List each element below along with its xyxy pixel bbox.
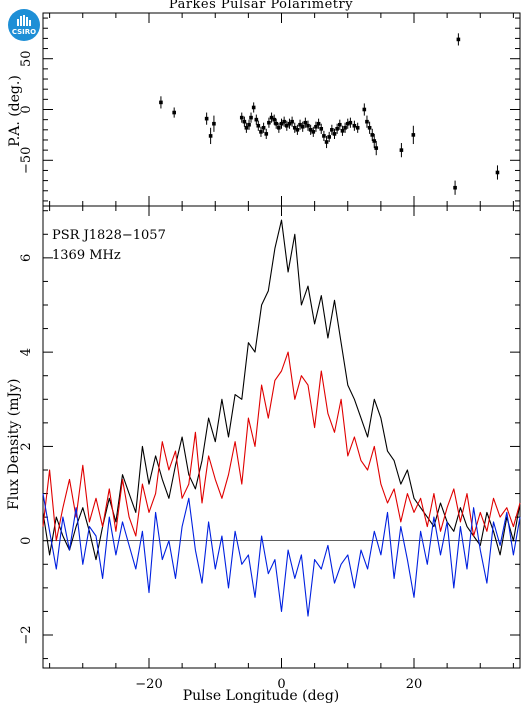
pa-point (362, 107, 367, 112)
pa-point (314, 124, 318, 129)
pa-point (370, 133, 375, 137)
x-axis-label: Pulse Longitude (deg) (182, 688, 340, 704)
pa-point (348, 120, 353, 125)
pa-point (335, 127, 339, 131)
pa-point (338, 122, 342, 127)
x-tick-label: −20 (135, 677, 162, 692)
pa-point (298, 122, 302, 127)
pa-point (254, 117, 259, 122)
flux-series-2 (42, 493, 521, 617)
pa-point (208, 134, 213, 138)
pa-point (249, 115, 253, 120)
pa-point (324, 140, 329, 144)
bottom-y-axis-label: Flux Density (mJy) (6, 378, 22, 510)
bottom-y-tick-label: 4 (19, 348, 34, 356)
pa-point (204, 116, 209, 121)
pa-point (322, 134, 326, 138)
pa-point (259, 130, 263, 134)
flux-series-0 (42, 219, 521, 561)
pa-point (295, 128, 300, 132)
pa-point (274, 121, 278, 126)
pa-point (292, 125, 297, 130)
pa-point (399, 148, 404, 152)
pa-point (267, 120, 271, 125)
flux-series-1 (42, 351, 521, 542)
pa-point (159, 100, 163, 105)
pulsar-name-annotation: PSR J1828−1057 (52, 228, 166, 243)
pa-point (319, 127, 324, 131)
pa-point (308, 128, 313, 132)
pa-point (242, 119, 247, 124)
pa-point (287, 121, 292, 126)
pa-point (279, 121, 284, 126)
top-y-tick-label: 50 (19, 50, 34, 67)
top-panel-frame (42, 12, 521, 207)
bottom-y-tick-label: 0 (19, 537, 34, 545)
pa-point (311, 130, 316, 134)
pa-point (345, 121, 350, 126)
pa-point (251, 105, 256, 110)
pa-point (367, 125, 372, 130)
pa-point (355, 125, 360, 130)
pa-point (261, 125, 266, 130)
pa-point (212, 121, 216, 126)
pa-point (316, 121, 321, 126)
pa-point (372, 139, 377, 143)
bottom-y-tick-label: −2 (19, 625, 34, 644)
chart-title: Parkes Pulsar Polarimetry (168, 0, 354, 12)
pa-point (456, 37, 461, 42)
top-y-tick-label: −50 (19, 147, 34, 174)
pa-point (244, 125, 249, 130)
pa-point (239, 115, 244, 120)
pa-point (332, 132, 337, 136)
pa-point (247, 122, 251, 127)
pa-point (264, 132, 269, 136)
pa-point (453, 185, 457, 190)
pa-point (290, 119, 294, 124)
logo-text: CSIRO (11, 28, 37, 36)
pa-point (172, 110, 176, 115)
pa-point (303, 120, 308, 125)
pa-point (300, 124, 305, 129)
pa-point (282, 119, 286, 124)
pa-point (495, 170, 500, 175)
pa-point (272, 117, 277, 122)
pa-point (374, 146, 379, 150)
bottom-panel-frame (42, 205, 521, 669)
bottom-y-tick-label: 2 (19, 442, 34, 450)
pa-point (256, 123, 261, 128)
pa-point (330, 128, 334, 132)
csiro-logo: CSIRO (8, 9, 40, 41)
pa-point (269, 115, 274, 120)
pa-point (352, 123, 357, 128)
pa-point (411, 133, 416, 137)
frequency-annotation: 1369 MHz (52, 248, 121, 263)
bottom-y-tick-label: 6 (19, 254, 34, 262)
x-tick-label: 20 (406, 677, 423, 692)
pa-point (340, 129, 345, 133)
pa-point (365, 119, 369, 124)
pa-point (277, 125, 281, 130)
top-y-tick-label: 0 (19, 105, 34, 113)
logo-bars-icon (17, 15, 31, 26)
pa-point (327, 135, 331, 139)
top-y-axis-label: P.A. (deg.) (7, 75, 23, 147)
pa-point (306, 123, 310, 128)
pa-point (343, 125, 347, 130)
pa-point (285, 123, 289, 128)
x-tick-label: 0 (277, 677, 285, 692)
